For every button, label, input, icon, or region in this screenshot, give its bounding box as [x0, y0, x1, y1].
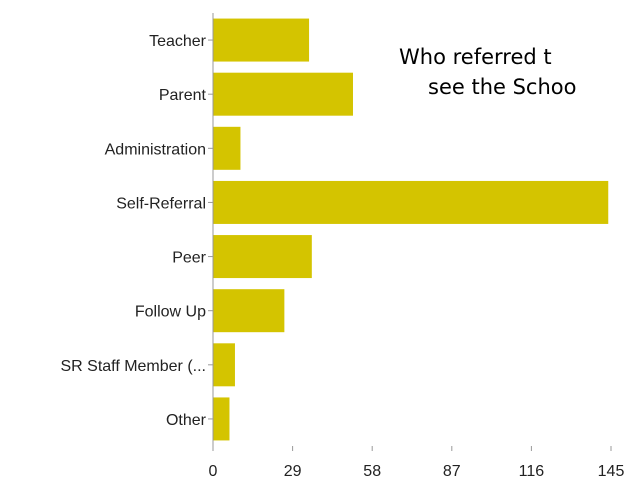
- category-label-administration: Administration: [105, 141, 206, 158]
- chart-title-overlay: Who referred t see the Schoo: [399, 42, 634, 102]
- category-label-other: Other: [166, 412, 207, 429]
- category-label-sr-staff-member: SR Staff Member (...: [60, 358, 206, 375]
- bar-other: [213, 397, 230, 441]
- category-label-self-referral: Self-Referral: [116, 195, 206, 212]
- category-label-peer: Peer: [172, 250, 206, 267]
- category-label-teacher: Teacher: [149, 33, 207, 50]
- title-line-1: Who referred t: [399, 45, 552, 69]
- bar-follow-up: [213, 289, 285, 333]
- bar-self-referral: [213, 180, 609, 224]
- x-tick-label-145: 145: [598, 463, 625, 480]
- bar-parent: [213, 72, 353, 116]
- category-label-follow-up: Follow Up: [135, 304, 206, 321]
- x-tick-label-0: 0: [209, 463, 218, 480]
- bar-administration: [213, 126, 241, 170]
- category-label-parent: Parent: [159, 87, 207, 104]
- category-labels-group: Teacher Parent Administration Self-Referral…: [60, 33, 213, 429]
- bars-group: [213, 18, 609, 441]
- x-tick-label-58: 58: [363, 463, 381, 480]
- x-ticks-group: 0 29 58 87 116 145: [209, 446, 625, 480]
- x-tick-label-87: 87: [443, 463, 461, 480]
- bar-peer: [213, 235, 312, 279]
- x-tick-label-29: 29: [284, 463, 302, 480]
- title-line-2: see the Schoo: [428, 75, 577, 99]
- bar-teacher: [213, 18, 310, 62]
- bar-sr-staff-member: [213, 343, 235, 387]
- x-tick-label-116: 116: [519, 463, 545, 480]
